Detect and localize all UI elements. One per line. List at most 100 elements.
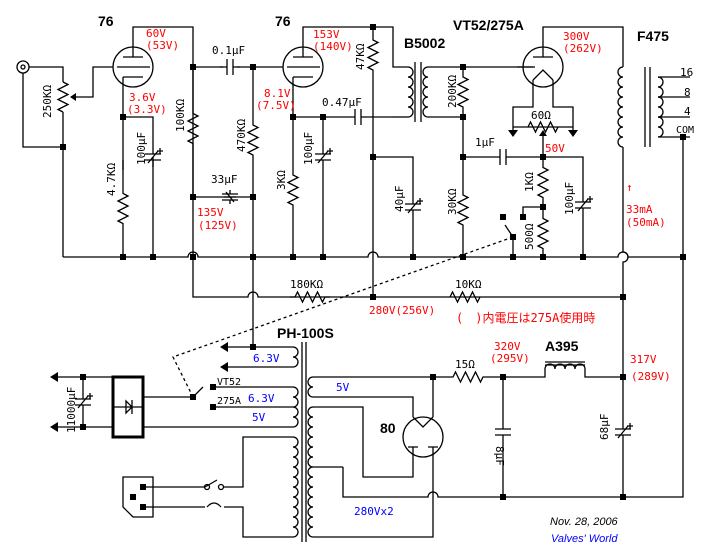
winding-coil [292,386,299,428]
resistor [536,210,550,257]
junction-node [210,384,216,390]
winding-coil [307,406,314,538]
r-bias-label: 30KΩ [446,188,459,215]
ground-icon [568,130,578,137]
choke-in-voltage: 320V [494,340,521,353]
v1-supply-voltage: 135V [197,206,224,219]
c-in-label: 8µF [493,446,506,466]
junction-node [250,254,256,260]
voltage-note: ( )内電圧は275A使用時 [456,310,595,325]
winding-coil [292,436,299,538]
r-p1-label: 100KΩ [174,99,187,132]
tube-v1-label: 76 [98,13,114,29]
wire [504,224,514,257]
c-heater-label: 11000µF [65,387,78,433]
hum-pot-label: 60Ω [531,109,551,122]
r-dec1-label: 180KΩ [290,278,323,291]
interstage-transformer-label: B5002 [404,35,445,51]
wire [313,377,624,498]
junction-node [370,154,376,160]
capacitor [495,426,511,438]
v3-current-alt: (50mA) [626,216,666,229]
junction-node [190,194,196,200]
wire [228,346,293,368]
vertical-labels: 250KΩ 4.7KΩ 100µF 100KΩ 470KΩ 3KΩ 100µF … [41,43,611,466]
r-p2-label: 47KΩ [354,43,367,70]
c-coupling2-label: 0.47µF [322,96,362,109]
junction-node [620,374,626,380]
resistor [290,290,330,304]
c-coupling1-label: 0.1µF [212,44,245,57]
wire [22,66,64,257]
winding-coil [422,66,429,118]
v1-plate-voltage-alt: (53V) [146,39,179,52]
input-jack-icon [20,64,26,70]
current-arrow: ↑ [626,181,633,194]
junction-node [210,404,216,410]
wire [543,156,584,257]
r-dec2-label: 10KΩ [455,278,482,291]
r-surge-label: 15Ω [455,358,475,371]
choke-in-voltage-alt: (295V) [490,352,530,365]
wire [428,66,533,118]
junction-node [130,494,136,500]
junction-node [190,394,196,400]
junction-node [540,204,546,210]
capacitor [220,59,240,75]
junction-node [250,64,256,70]
junction-node [140,484,146,490]
junction-node [60,144,66,150]
v2-cathode-voltage-alt: (7.5V) [256,99,296,112]
fuse-icon [206,502,222,508]
electrolytic-capacitor [615,423,633,439]
tube-v1 [112,46,154,88]
winding-coil [292,346,299,368]
electrolytic-capacitor [405,198,423,214]
c-bias-label: 1µF [475,136,495,149]
transformer-core [644,67,651,147]
heater-select-vt52: VT52 [217,377,241,388]
winding-coil [407,66,414,118]
junction-node [140,504,146,510]
tube-v2-label: 76 [275,13,291,29]
electrolytic-capacitor [145,147,163,167]
junction-node [620,294,626,300]
heater-select-275a: 275A [217,396,241,407]
junction-node [680,134,686,140]
capacitor [463,149,543,165]
transformer-core [414,62,422,122]
resistor [246,110,260,170]
r-k1-label: 4.7KΩ [105,163,118,196]
resistor [56,81,70,113]
resistor [366,35,380,75]
winding-coil [657,76,664,138]
resistor [433,370,503,384]
input-jack-icon [16,60,30,74]
junction-node [620,494,626,500]
switch-contact [203,483,211,491]
linkage-dashed-line [172,236,514,398]
junction-node [510,234,516,240]
v1-cathode-voltage: 3.6V [129,91,156,104]
junction-node [410,254,416,260]
ac-inlet [122,476,154,518]
wire [192,157,623,347]
v2-cathode-voltage: 8.1V [264,87,291,100]
b2-voltage: 280V(256V) [369,304,435,317]
electrolytic-capacitor [224,191,236,203]
wire [522,206,543,217]
resistor [286,160,300,220]
arrow-terminal-icon [50,422,58,432]
tube-rectifier-label: 80 [380,420,396,436]
tube-v2 [282,46,324,88]
v3-cathode-voltage: 50V [545,142,565,155]
heater3-label: 5V [252,411,266,424]
junction-node [250,194,256,200]
heater1-label: 6.3V [253,352,280,365]
arrow-terminal-icon [50,372,58,382]
signature: Valves' World [551,533,618,545]
wire [517,26,624,68]
tube-cathode [532,69,554,81]
resistor [527,120,559,134]
